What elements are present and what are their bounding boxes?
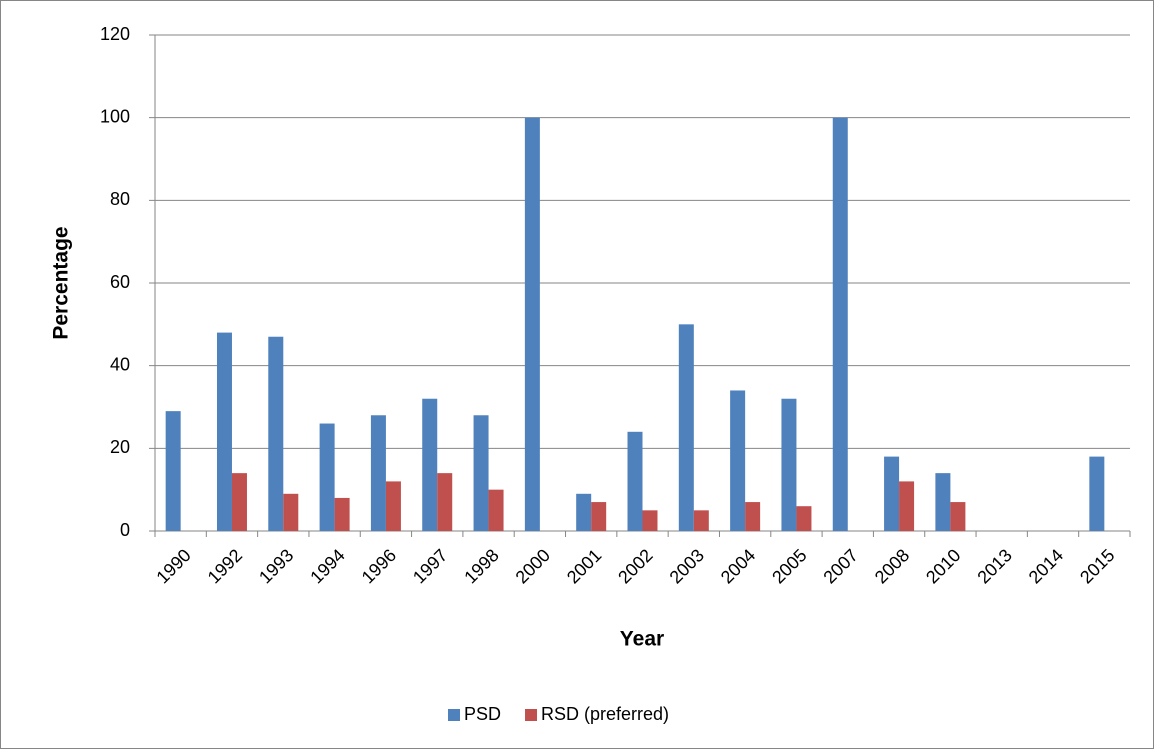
bar — [268, 336, 284, 531]
bar — [488, 489, 504, 531]
bar — [524, 117, 540, 532]
legend-swatch — [448, 709, 460, 721]
y-tick-label: 20 — [110, 437, 130, 457]
bar — [832, 117, 848, 532]
y-tick-label: 100 — [100, 106, 130, 126]
bar — [165, 411, 181, 531]
y-tick-label: 0 — [120, 520, 130, 540]
bar — [627, 431, 643, 531]
bar — [781, 398, 797, 531]
y-tick-label: 120 — [100, 24, 130, 44]
bar — [899, 481, 915, 531]
bar — [283, 493, 299, 531]
y-tick-label: 80 — [110, 189, 130, 209]
bar — [950, 502, 966, 531]
legend-swatch — [525, 709, 538, 721]
bar — [591, 502, 607, 531]
bar — [730, 390, 746, 531]
bar — [437, 473, 453, 531]
bar — [884, 456, 900, 531]
legend-label: RSD (preferred) — [541, 704, 669, 724]
y-tick-label: 60 — [110, 272, 130, 292]
bar — [319, 423, 335, 531]
bar — [473, 415, 489, 531]
x-axis-title: Year — [620, 628, 664, 651]
bar — [422, 398, 438, 531]
y-tick-label: 40 — [110, 354, 130, 374]
bar — [385, 481, 401, 531]
bar — [642, 510, 658, 531]
bar — [935, 473, 951, 531]
bar — [1089, 456, 1105, 531]
bar — [678, 324, 694, 531]
bar — [693, 510, 709, 531]
bar — [216, 332, 232, 531]
bar — [370, 415, 386, 531]
bar — [334, 497, 350, 531]
bar — [796, 506, 812, 531]
legend-label: PSD — [464, 704, 501, 724]
bar — [745, 502, 761, 531]
bar — [231, 473, 247, 531]
y-axis-title: Percentage — [50, 226, 73, 339]
bar — [576, 493, 592, 531]
